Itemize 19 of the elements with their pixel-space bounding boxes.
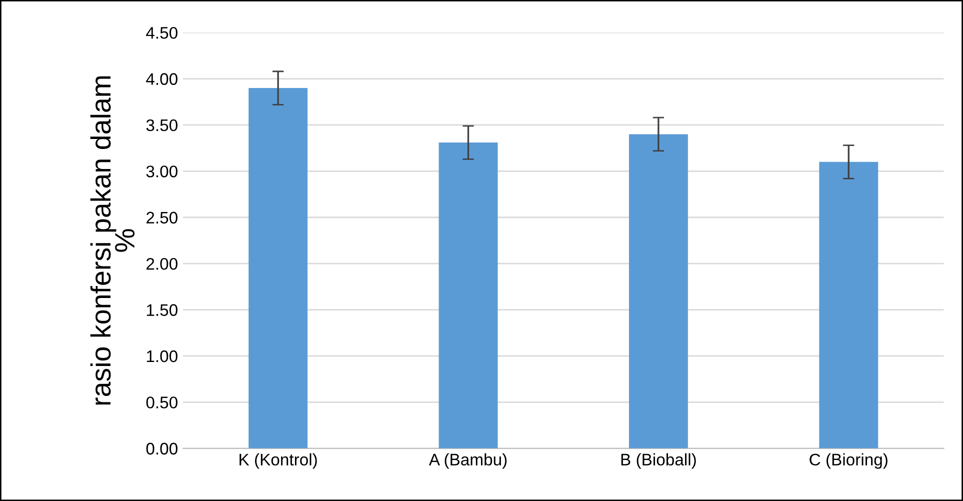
y-tick-label: 1.50 bbox=[146, 304, 178, 316]
bar bbox=[248, 88, 308, 448]
x-tick-label: K (Kontrol) bbox=[240, 453, 317, 469]
y-tick-label: 0.50 bbox=[146, 396, 178, 408]
y-axis-title: rasio konfersi pakan dalam % bbox=[90, 76, 135, 405]
bar bbox=[438, 142, 498, 448]
y-tick-label: 2.50 bbox=[146, 212, 178, 224]
y-tick-label: 4.50 bbox=[146, 26, 178, 39]
y-tick-label: 2.00 bbox=[146, 258, 178, 270]
bar bbox=[819, 162, 878, 448]
bar bbox=[628, 134, 688, 448]
y-tick-label: 3.50 bbox=[146, 119, 178, 132]
y-tick-label: 3.00 bbox=[146, 166, 178, 178]
y-tick-label: 0.00 bbox=[146, 442, 178, 455]
y-tick-label: 4.00 bbox=[146, 73, 178, 85]
x-tick-label: A (Bambu) bbox=[428, 453, 507, 469]
x-tick-label: C (Bioring) bbox=[810, 453, 888, 469]
x-tick-label: B (Bioball) bbox=[621, 453, 696, 469]
y-tick-label: 1.00 bbox=[146, 350, 178, 362]
